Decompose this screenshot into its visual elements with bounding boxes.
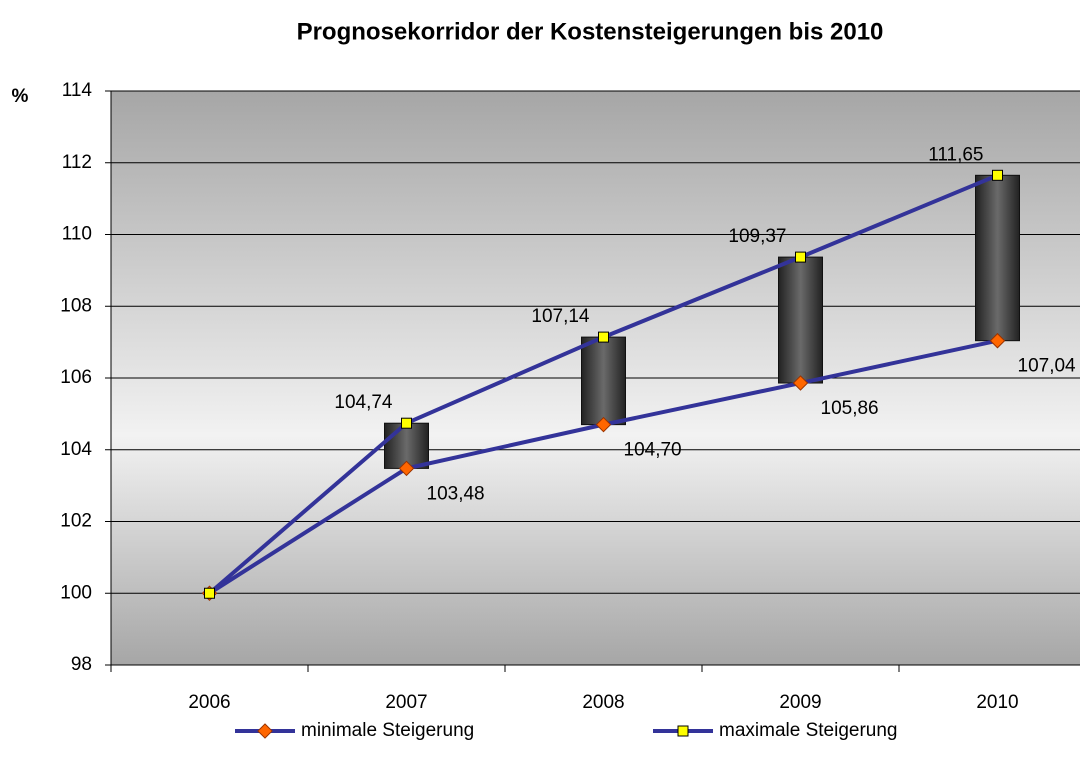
data-label: 109,37 <box>728 226 786 247</box>
y-tick-label: 106 <box>60 367 92 388</box>
data-label: 103,48 <box>427 483 485 504</box>
x-tick-label: 2010 <box>976 692 1018 713</box>
y-tick-label: 110 <box>62 224 92 245</box>
range-bar <box>778 256 823 384</box>
x-tick-label: 2008 <box>582 692 624 713</box>
x-tick-label: 2009 <box>779 692 821 713</box>
marker <box>795 251 806 263</box>
data-label: 107,04 <box>1018 356 1077 377</box>
y-axis-label: % <box>12 86 29 107</box>
y-tick-label: 102 <box>60 511 92 532</box>
x-tick-label: 2007 <box>385 692 427 713</box>
y-tick-label: 108 <box>60 295 92 316</box>
legend-label: maximale Steigerung <box>719 720 897 741</box>
legend-marker <box>257 723 273 739</box>
marker <box>204 587 215 599</box>
data-label: 104,70 <box>624 440 682 461</box>
data-label: 107,14 <box>531 306 590 327</box>
marker <box>992 169 1003 181</box>
legend-marker <box>677 725 689 737</box>
marker <box>398 460 415 477</box>
data-label: 104,74 <box>334 392 393 413</box>
y-tick-label: 98 <box>71 654 92 675</box>
y-tick-label: 100 <box>60 582 92 603</box>
y-tick-label: 104 <box>60 439 92 460</box>
marker <box>792 375 809 391</box>
y-tick-label: 114 <box>62 80 93 101</box>
marker <box>401 417 412 429</box>
x-tick-label: 2006 <box>188 692 230 713</box>
y-tick-label: 112 <box>62 152 92 173</box>
legend-label: minimale Steigerung <box>301 720 474 741</box>
range-bar <box>975 174 1020 342</box>
marker <box>598 331 609 343</box>
data-label: 105,86 <box>821 398 879 419</box>
range-bar <box>581 336 626 426</box>
marker <box>595 416 612 433</box>
marker <box>989 332 1006 349</box>
chart-title: Prognosekorridor der Kostensteigerungen … <box>297 18 884 45</box>
data-label: 111,65 <box>928 144 983 165</box>
